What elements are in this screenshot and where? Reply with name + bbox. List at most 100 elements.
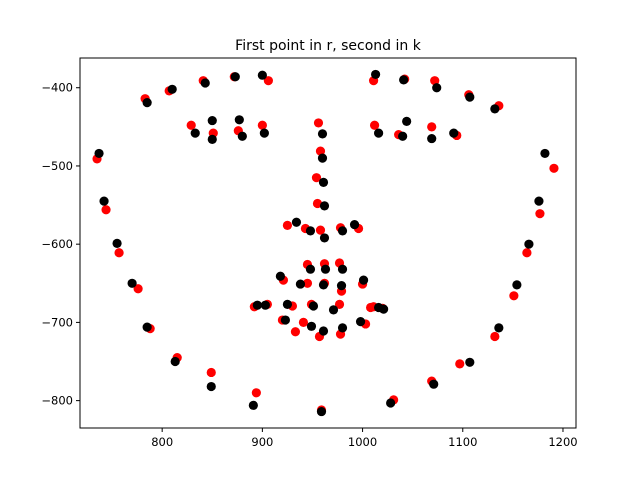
series-1-point-37 xyxy=(402,116,412,126)
series-0-point-15 xyxy=(535,209,545,219)
series-1-point-7 xyxy=(248,400,258,410)
series-0-point-21 xyxy=(263,76,273,86)
series-1-point-42 xyxy=(291,217,302,227)
series-1-point-65 xyxy=(336,281,347,291)
series-1-point-54 xyxy=(318,326,329,336)
series-1-point-34 xyxy=(449,128,459,138)
y-tick-label: −600 xyxy=(41,237,73,251)
series-1-point-13 xyxy=(512,280,522,290)
ticks-layer: 800 900 1000 1100 1200 −400 −500 −600 −700 −800 xyxy=(41,81,577,449)
series-1-point-23 xyxy=(399,75,409,85)
series-1-point-19 xyxy=(200,78,210,88)
series-1-point-47 xyxy=(275,271,285,281)
series-1-point-46 xyxy=(349,220,360,230)
series-1-point-26 xyxy=(490,104,500,114)
series-1-point-2 xyxy=(112,238,122,248)
y-tick-label: −700 xyxy=(41,315,73,329)
series-0-point-3 xyxy=(133,284,143,294)
series-1-point-49 xyxy=(320,264,331,274)
series-0-point-38 xyxy=(312,198,323,209)
series-0-point-24 xyxy=(430,76,440,86)
points-layer xyxy=(92,69,559,417)
series-1-point-39 xyxy=(317,153,328,163)
series-0-point-62 xyxy=(302,278,313,288)
series-1-point-44 xyxy=(319,233,330,243)
x-tick-label: 900 xyxy=(251,435,273,449)
series-0-point-41 xyxy=(315,225,326,235)
series-1-point-28 xyxy=(207,134,217,144)
plot-area xyxy=(80,58,576,428)
x-tick-label: 800 xyxy=(151,435,173,449)
axes-frame xyxy=(79,57,577,429)
series-1-point-43 xyxy=(305,226,316,236)
series-1-point-61 xyxy=(328,305,339,315)
y-tick-label: −400 xyxy=(41,81,73,95)
chart-title: First point in r, second in k xyxy=(235,38,422,54)
series-0-point-13 xyxy=(509,291,519,301)
series-1-point-27 xyxy=(190,128,200,138)
series-1-point-14 xyxy=(524,239,534,249)
series-1-point-52 xyxy=(280,315,291,325)
series-1-point-21 xyxy=(257,70,267,80)
series-1-point-29 xyxy=(237,131,247,141)
series-0-point-37 xyxy=(311,173,322,183)
series-1-point-63 xyxy=(295,279,306,289)
series-1-point-35 xyxy=(207,115,217,126)
series-1-point-56 xyxy=(355,317,366,327)
y-tick-label: −500 xyxy=(41,159,73,173)
series-0-point-50 xyxy=(290,327,301,337)
series-1-point-25 xyxy=(465,92,475,102)
series-1-point-30 xyxy=(259,128,269,138)
series-1-point-64 xyxy=(318,280,329,290)
series-0-point-7 xyxy=(251,388,261,398)
x-tick-label: 1200 xyxy=(548,435,577,449)
series-1-point-22 xyxy=(371,69,381,80)
series-0-point-36 xyxy=(315,146,326,156)
series-1-point-8 xyxy=(316,406,327,417)
series-1-point-51 xyxy=(358,275,369,285)
series-1-point-3 xyxy=(127,278,137,288)
series-0-point-39 xyxy=(282,220,293,230)
series-1-point-24 xyxy=(432,83,442,93)
series-1-point-57 xyxy=(252,300,262,310)
series-1-point-31 xyxy=(374,128,384,138)
series-0-point-1 xyxy=(101,205,111,215)
series-1-point-53 xyxy=(306,321,317,331)
series-0-point-31 xyxy=(369,120,380,130)
series-1-point-6 xyxy=(206,381,216,392)
series-1-point-17 xyxy=(142,97,152,108)
series-1-point-11 xyxy=(465,357,475,367)
series-1-point-38 xyxy=(317,129,328,139)
series-1-point-33 xyxy=(427,133,437,144)
series-0-point-6 xyxy=(206,367,216,378)
series-1-point-4 xyxy=(142,322,152,332)
series-0-point-11 xyxy=(455,359,465,369)
y-tick-label: −800 xyxy=(41,394,73,408)
series-0-point-51 xyxy=(298,317,309,327)
series-0-point-14 xyxy=(522,248,532,258)
series-0-point-60 xyxy=(334,299,345,310)
series-1-point-12 xyxy=(494,323,504,333)
series-1-point-18 xyxy=(167,84,177,94)
series-1-point-60 xyxy=(308,301,319,311)
series-0-point-35 xyxy=(313,118,324,128)
x-tick-label: 1100 xyxy=(448,435,477,449)
series-1-point-1 xyxy=(99,196,109,206)
series-1-point-16 xyxy=(540,148,550,159)
x-tick-label: 1000 xyxy=(348,435,377,449)
series-1-point-59 xyxy=(282,299,293,310)
series-1-point-48 xyxy=(305,264,316,274)
series-0-point-16 xyxy=(549,163,559,173)
series-0-point-33 xyxy=(427,122,437,132)
series-1-point-41 xyxy=(319,201,330,211)
series-1-point-9 xyxy=(386,398,396,408)
series-1-point-55 xyxy=(337,323,348,333)
series-1-point-15 xyxy=(534,196,544,206)
series-1-point-66 xyxy=(379,304,389,314)
series-1-point-0 xyxy=(94,148,104,159)
series-1-point-36 xyxy=(234,115,244,125)
series-1-point-32 xyxy=(398,131,408,141)
series-1-point-40 xyxy=(318,177,329,187)
